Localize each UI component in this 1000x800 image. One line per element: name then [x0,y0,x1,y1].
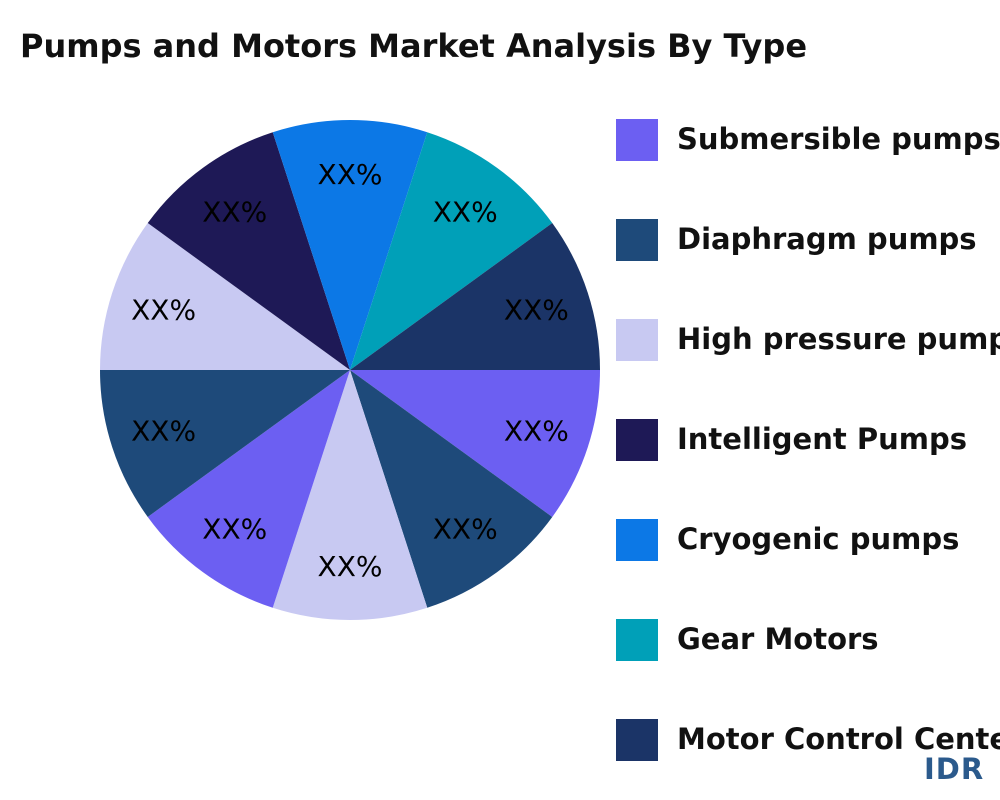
legend-label: Motor Control Centers [677,722,1000,756]
pie-slice [147,370,350,608]
legend-label: Intelligent Pumps [677,422,967,456]
slice-label: XX% [202,513,267,546]
legend-label: Submersible pumps [677,122,1000,156]
pie-slice [272,370,428,620]
legend-item: Gear Motors [616,619,1000,661]
legend-item: Diaphragm pumps [616,219,1000,261]
legend-swatch [616,519,658,561]
legend-label: Cryogenic pumps [677,522,960,556]
slice-label: XX% [318,158,383,191]
pie-slice [100,370,350,517]
pie-slice [147,132,350,370]
legend-swatch [616,719,658,761]
pie-slice [350,132,553,370]
pie-chart: XX% XX% XX% XX% XX% XX% XX% XX% XX% XX% [100,119,600,620]
legend-swatch [616,319,658,361]
slice-label: XX% [202,195,267,228]
legend-label: High pressure pumps [677,322,1000,356]
slice-label: XX% [504,293,569,326]
legend-item: Cryogenic pumps [616,519,1000,561]
slice-label: XX% [131,293,196,326]
slice-label: XX% [433,195,498,228]
pie-slice [272,119,428,370]
legend-label: Diaphragm pumps [677,222,977,256]
slice-label: XX% [504,415,569,448]
legend-item: High pressure pumps [616,319,1000,361]
slice-label: XX% [318,550,383,583]
pie-slice [100,223,350,370]
legend-item: Submersible pumps [616,119,1000,161]
pie-slice [350,223,600,370]
slice-label: XX% [433,513,498,546]
legend-swatch [616,119,658,161]
legend-swatch [616,219,658,261]
legend-swatch [616,619,658,661]
pie-slice [350,370,553,608]
brand-watermark: IDR [924,752,985,786]
legend-item: Motor Control Centers [616,719,1000,761]
legend-item: Intelligent Pumps [616,419,1000,461]
legend-swatch [616,419,658,461]
pie-slice [350,370,600,517]
chart-title: Pumps and Motors Market Analysis By Type [20,27,808,65]
legend-label: Gear Motors [677,622,879,656]
slice-label: XX% [131,415,196,448]
